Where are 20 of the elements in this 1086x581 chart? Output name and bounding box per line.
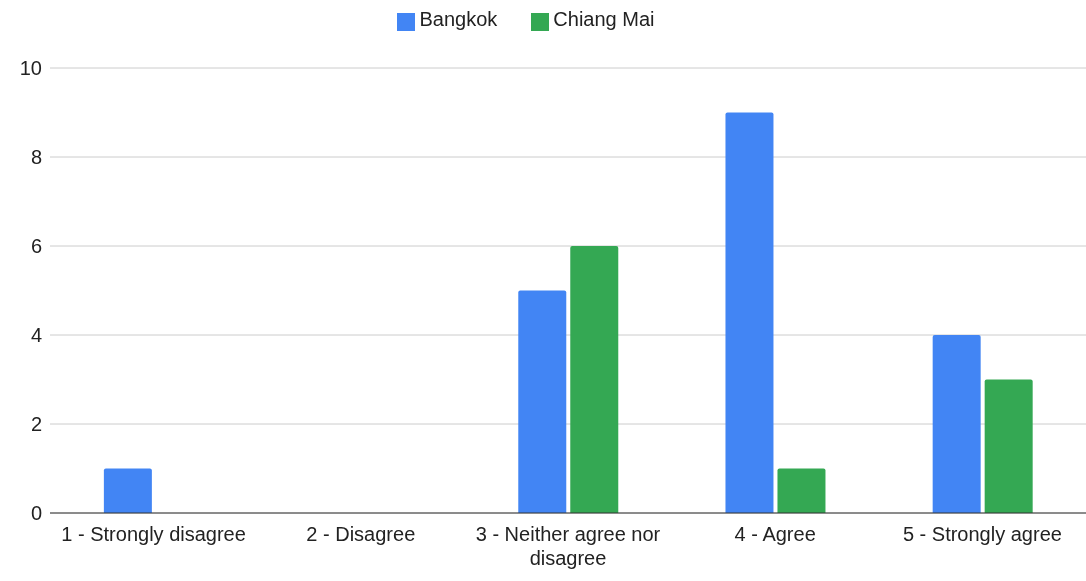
x-tick-label: 2 - Disagree [306,523,416,546]
x-tick-label: 1 - Strongly disagree [61,523,246,546]
bar [725,112,774,513]
bar [103,468,152,513]
x-tick-label: 4 - Agree [734,523,816,546]
bar [518,290,567,513]
x-tick-label: 3 - Neither agree nor disagree [475,523,661,570]
bar [984,379,1033,513]
y-tick-label: 10 [19,57,42,80]
bar [932,335,981,513]
legend-label: Bangkok [419,8,498,30]
y-tick-label: 6 [30,235,42,258]
bar [570,246,619,513]
y-tick-label: 8 [30,146,42,169]
bar [777,468,826,513]
x-tick-label: 5 - Strongly agree [902,523,1062,546]
y-tick-label: 0 [30,502,42,525]
y-tick-label: 2 [30,413,42,436]
legend-label: Chiang Mai [553,8,655,30]
y-tick-label: 4 [30,324,42,347]
